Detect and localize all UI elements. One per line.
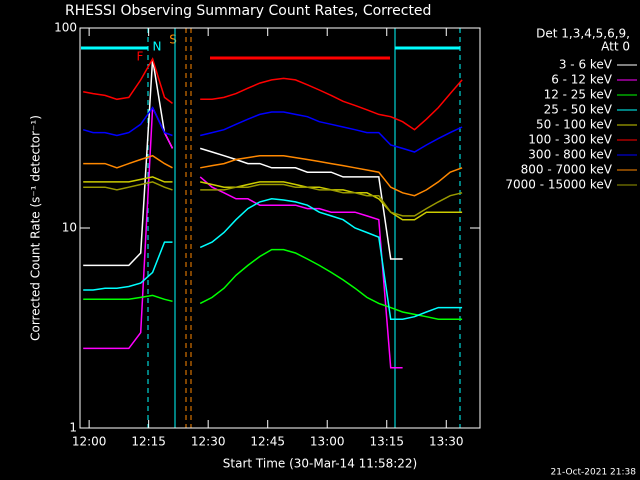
legend-label: 50 - 100 keV [536,118,613,132]
y-tick-label: 100 [54,21,77,35]
flag-label: F [137,50,144,64]
series-line [83,58,403,267]
series-line [83,248,463,320]
series-line [83,198,463,320]
y-tick-label: 1 [69,421,77,435]
legend-label: 25 - 50 keV [544,103,613,117]
legend-label: 300 - 800 keV [528,148,612,162]
x-tick-label: 12:45 [250,435,285,449]
x-tick-label: 13:30 [429,435,464,449]
legend-label: 12 - 25 keV [544,88,613,102]
chart-title: RHESSI Observing Summary Count Rates, Co… [65,3,431,19]
flag-label: S [169,33,177,47]
legend-title: Det 1,3,4,5,6,9, [536,27,630,41]
legend-title: Att 0 [601,40,630,54]
y-axis-label: Corrected Count Rate (s⁻¹ detector⁻¹) [29,115,43,341]
footer-date: 21-Oct-2021 21:38 [551,468,637,478]
x-tick-label: 13:15 [369,435,404,449]
series-line [82,106,463,153]
series-line [83,107,403,369]
x-tick-label: 12:00 [72,435,107,449]
series-line [83,57,463,131]
series-line [83,181,463,217]
y-tick-label: 10 [62,221,77,235]
legend-label: 100 - 300 keV [528,133,612,147]
flag-label: N [153,40,162,54]
series-line [83,154,463,197]
legend-label: 7000 - 15000 keV [505,178,612,192]
x-tick-label: 13:00 [310,435,345,449]
legend-label: 3 - 6 keV [559,58,613,72]
legend-label: 6 - 12 keV [551,73,613,87]
x-tick-label: 12:15 [131,435,166,449]
x-axis-label: Start Time (30-Mar-14 11:58:22) [223,457,417,471]
indicators [81,28,461,428]
plot-frame [79,27,481,429]
x-tick-label: 12:30 [191,435,226,449]
legend-label: 800 - 7000 keV [521,163,613,177]
